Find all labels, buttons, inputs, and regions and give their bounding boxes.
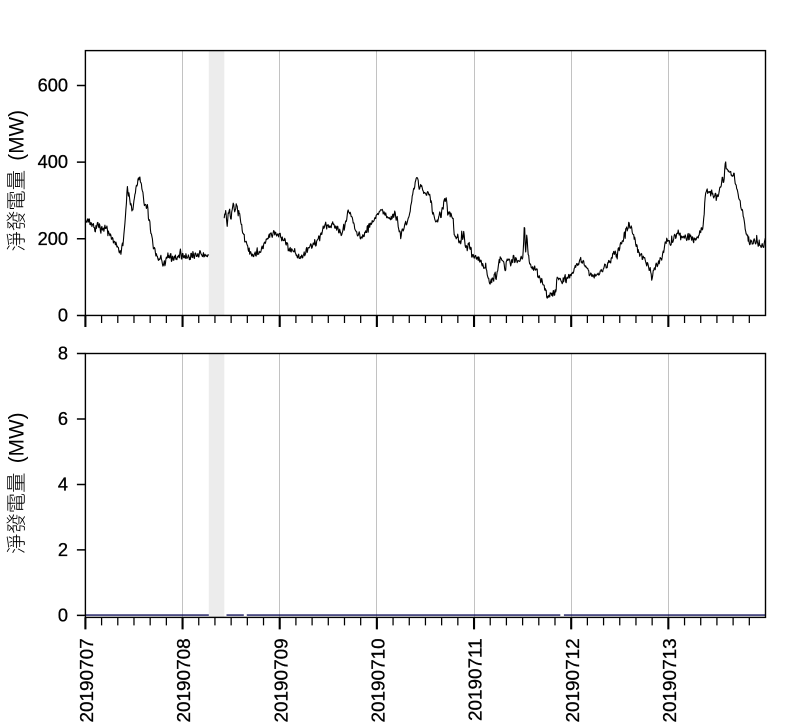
svg-text:20190709: 20190709 — [271, 638, 292, 722]
svg-text:20190711: 20190711 — [466, 638, 487, 721]
svg-text:4: 4 — [58, 475, 68, 495]
svg-text:20190713: 20190713 — [660, 638, 681, 722]
svg-text:(MW): (MW) — [6, 110, 29, 161]
svg-text:0: 0 — [58, 606, 68, 626]
svg-text:200: 200 — [38, 229, 68, 249]
svg-text:6: 6 — [58, 409, 68, 429]
svg-text:2: 2 — [58, 540, 68, 560]
svg-text:0: 0 — [58, 306, 68, 326]
svg-text:20190712: 20190712 — [563, 638, 584, 722]
svg-text:(MW): (MW) — [6, 412, 29, 463]
svg-text:8: 8 — [58, 344, 68, 364]
svg-text:600: 600 — [38, 76, 68, 96]
svg-text:20190708: 20190708 — [174, 638, 195, 722]
svg-text:20190710: 20190710 — [368, 638, 389, 722]
svg-text:400: 400 — [38, 152, 68, 172]
svg-text:20190707: 20190707 — [77, 638, 98, 722]
